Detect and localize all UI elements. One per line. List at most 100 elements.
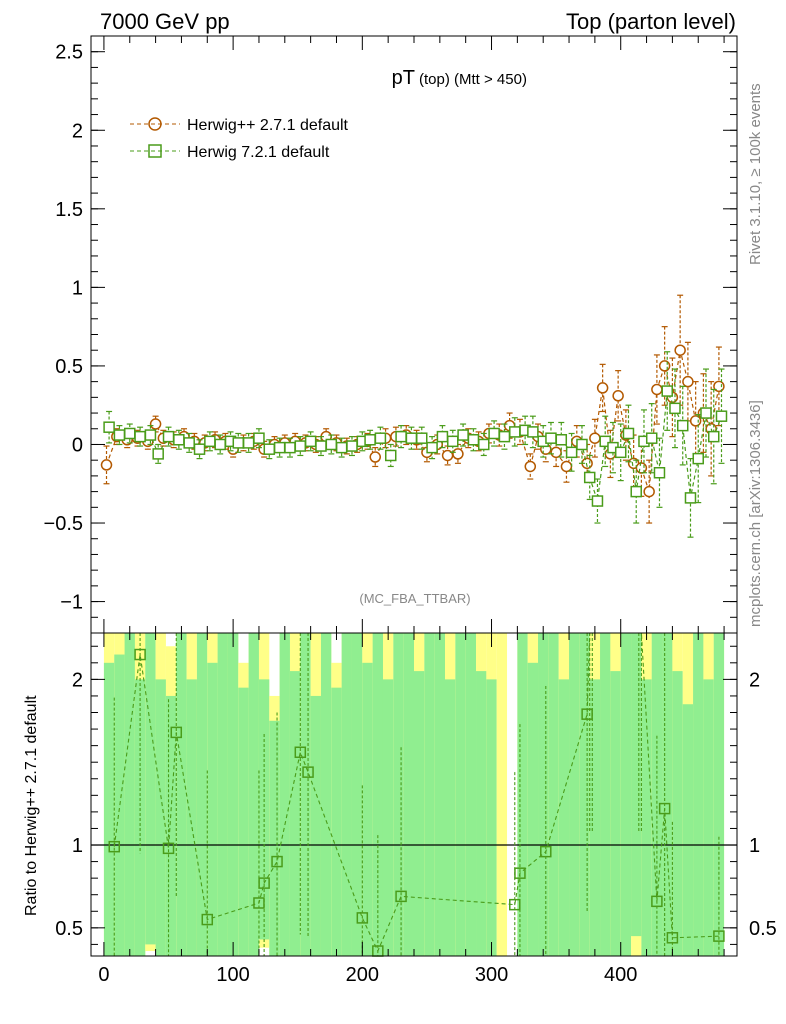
ratio-data-point [666, 932, 679, 944]
data-point-herwig-72 [583, 471, 596, 484]
band-green [165, 695, 177, 956]
ratio-data-point [258, 877, 270, 889]
band-green [558, 679, 570, 956]
main-y-tick-label: 1.5 [55, 199, 83, 221]
data-point-herwig-72 [204, 435, 216, 448]
analysis-watermark: (MC_FBA_TTBAR) [359, 591, 470, 606]
data-point-herwig-72 [527, 426, 539, 438]
data-point-herwig-72 [576, 438, 588, 451]
data-point-herwig-72 [173, 434, 185, 446]
ratio-data-point [271, 855, 283, 868]
ratio-data-point [162, 842, 175, 855]
band-green [682, 704, 694, 956]
ratio-y-tick-label-right: 2 [749, 669, 760, 691]
band-green [713, 633, 725, 956]
ratio-data-point [253, 897, 265, 909]
data-point-herwig-72 [183, 437, 195, 449]
data-point-herwig-72 [346, 440, 358, 452]
data-point-herwig-pp [596, 382, 609, 394]
data-point-herwig-72 [416, 432, 428, 444]
data-point-herwig-72 [509, 426, 521, 438]
main-panel: pT (top) (Mtt > 450) (MC_FBA_TTBAR) −1 −0… [44, 35, 738, 634]
ratio-data-point [356, 912, 369, 924]
band-green [620, 633, 632, 956]
legend: Herwig++ 2.7.1 default Herwig 7.2.1 defa… [130, 117, 349, 161]
data-point-herwig-72 [447, 435, 459, 448]
ratio-data-point [108, 840, 121, 853]
ratio-data-point [540, 845, 552, 858]
x-tick-label: 200 [346, 964, 379, 986]
data-point-herwig-pp [635, 462, 648, 474]
band-green [103, 662, 115, 956]
header-left: 7000 GeV pp [100, 9, 230, 34]
main-y-tick-label: 0 [72, 434, 83, 456]
data-point-herwig-72 [193, 443, 206, 455]
data-point-herwig-pp [689, 415, 702, 427]
data-point-herwig-72 [124, 427, 136, 440]
data-point-herwig-pp [452, 448, 464, 460]
band-green [548, 633, 559, 956]
data-point-herwig-72 [436, 430, 449, 443]
data-point-herwig-72 [684, 492, 697, 504]
main-y-tick-label: −1 [60, 592, 83, 614]
ratio-axes: 0.5 0.5 1 1 2 2 0 100 200 300 400 [55, 632, 777, 986]
band-green [351, 633, 363, 956]
header-right: Top (parton level) [566, 9, 736, 34]
band-green [134, 679, 146, 956]
data-point-herwig-72 [630, 485, 642, 498]
ratio-y-tick-label: 1 [72, 835, 83, 857]
data-point-herwig-72 [144, 429, 157, 441]
ratio-uncertainty-bands [103, 633, 725, 956]
data-point-herwig-pp [682, 375, 694, 388]
x-tick-label: 0 [98, 964, 109, 986]
data-point-herwig-72 [669, 402, 681, 415]
data-point-herwig-72 [565, 446, 578, 459]
main-y-tick-label: 2.5 [55, 42, 83, 64]
data-point-herwig-72 [284, 441, 296, 454]
main-y-tick-label: 2 [72, 120, 83, 142]
ratio-data-point [395, 890, 407, 903]
band-green [393, 633, 404, 956]
data-point-herwig-72 [700, 407, 712, 419]
band-yellow [496, 633, 508, 956]
main-title: pT [392, 67, 415, 89]
data-point-herwig-72 [214, 438, 226, 451]
data-point-herwig-pp [100, 459, 113, 471]
legend-marker-herwig-pp [148, 117, 162, 131]
band-green [476, 671, 487, 956]
data-point-herwig-pp [643, 485, 655, 498]
ratio-series [108, 632, 725, 957]
data-point-herwig-72 [555, 434, 568, 446]
band-green [238, 687, 249, 956]
x-tick-label: 300 [475, 964, 508, 986]
band-green [569, 633, 580, 956]
band-green [610, 671, 621, 956]
main-y-tick-label: 0.5 [55, 356, 83, 378]
band-green [579, 633, 590, 956]
band-green [362, 662, 373, 956]
data-point-herwig-72 [405, 432, 418, 444]
data-point-herwig-72 [374, 432, 387, 444]
ratio-data-point [713, 930, 725, 942]
band-green [372, 633, 383, 956]
band-green [662, 633, 673, 956]
data-point-herwig-72 [263, 443, 276, 455]
data-point-herwig-pp [713, 380, 725, 393]
band-green [465, 633, 477, 956]
mcplots-label: mcplots.cern.ch [arXiv:1306.3436] [747, 400, 764, 627]
data-point-herwig-72 [232, 437, 245, 449]
main-y-axis: −1 −0.5 0 0.5 1 1.5 2 2.5 [44, 36, 737, 633]
data-point-herwig-72 [645, 432, 658, 444]
data-point-herwig-pp [149, 418, 162, 430]
data-point-herwig-72 [113, 429, 126, 441]
band-green [517, 633, 528, 956]
data-point-herwig-72 [599, 435, 611, 448]
band-green [341, 633, 352, 956]
band-green [693, 633, 704, 956]
data-point-herwig-72 [614, 446, 627, 459]
band-green [651, 633, 663, 956]
ratio-y-tick-label: 2 [72, 669, 83, 691]
band-green [424, 633, 435, 956]
data-point-herwig-72 [335, 441, 348, 454]
